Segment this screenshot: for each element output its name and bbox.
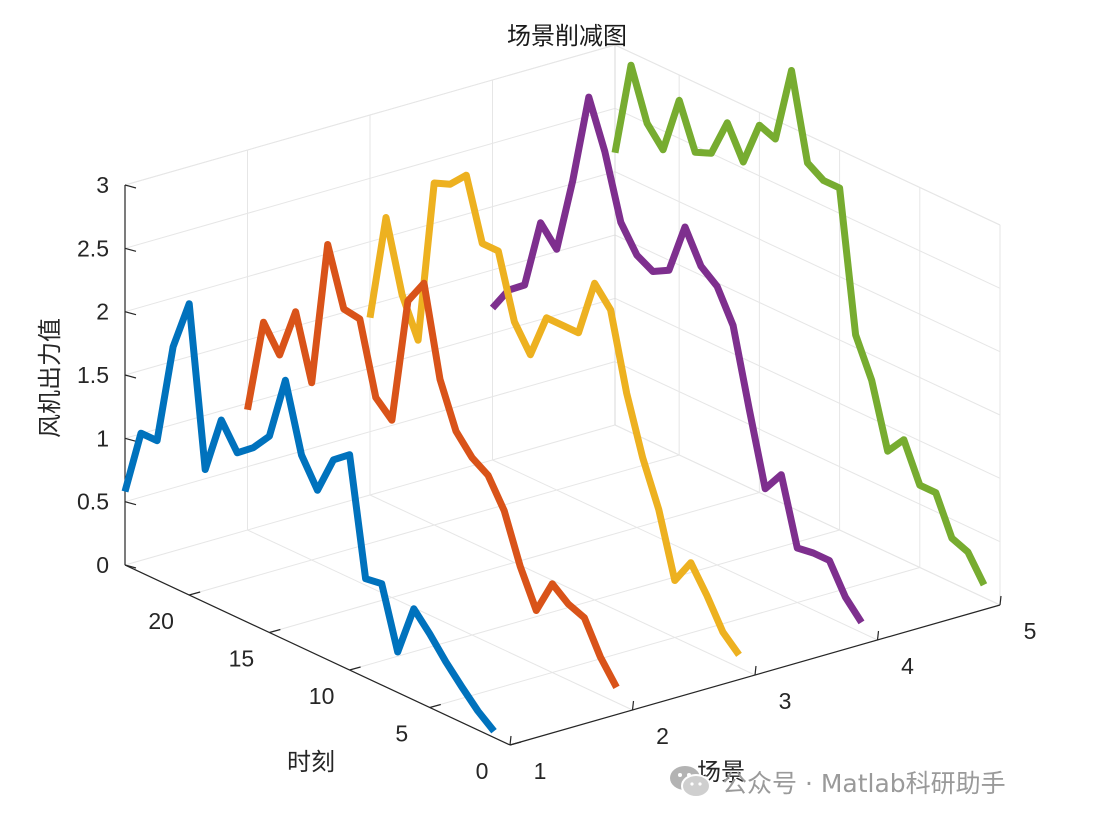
x-tick [631, 700, 635, 711]
z-tick [124, 247, 137, 252]
y-axis-line [124, 564, 511, 746]
x-tick-label: 4 [901, 653, 914, 679]
grid-line [124, 44, 616, 186]
x-tick [876, 630, 880, 641]
grid-line [614, 44, 1001, 226]
z-tick [124, 311, 137, 316]
data-series [121, 61, 988, 734]
x-tick [509, 735, 512, 746]
x-tick [999, 595, 1002, 606]
series-line-4 [489, 93, 865, 625]
z-axis-title: 风机出力值 [36, 318, 64, 438]
grid-line [349, 529, 840, 671]
series-line-5 [611, 61, 988, 587]
z-tick-label: 1.5 [77, 362, 109, 388]
z-tick-label: 2 [96, 299, 109, 325]
y-tick-label: 10 [309, 683, 335, 709]
axes-box [124, 185, 1001, 746]
grid-lines [124, 44, 1001, 746]
watermark-text: 公众号 · Matlab科研助手 [722, 769, 1006, 798]
z-tick [124, 184, 137, 189]
z-tick [124, 437, 137, 442]
grid-line [189, 454, 680, 596]
y-tick-label: 15 [229, 646, 255, 672]
tick-marks [124, 184, 1002, 746]
y-tick [509, 741, 522, 746]
series-line-2 [244, 241, 620, 689]
wechat-icon [668, 762, 712, 802]
z-tick-label: 0 [96, 552, 109, 578]
z-tick-label: 0.5 [77, 489, 109, 515]
y-tick-label: 0 [476, 758, 489, 784]
series-line-1 [121, 300, 497, 734]
grid-line [429, 567, 920, 708]
x-tick-label: 1 [534, 758, 547, 784]
x-tick-label: 3 [779, 688, 792, 714]
grid-line [247, 529, 633, 711]
x-tick-label: 5 [1024, 618, 1037, 644]
z-tick [124, 501, 137, 506]
y-tick-label: 5 [395, 721, 408, 747]
tick-labels: 1 2 3 4 5 0 5 10 15 20 0 0.5 1 1.5 2 2.5 3 [77, 172, 1036, 784]
watermark: 公众号 · Matlab科研助手 [668, 760, 1006, 804]
y-tick [429, 703, 441, 709]
x-tick [754, 665, 757, 676]
z-tick-label: 1 [96, 425, 109, 451]
z-tick-label: 3 [96, 172, 109, 198]
x-tick-label: 2 [656, 723, 669, 749]
chart-title: 场景削减图 [507, 22, 627, 50]
series-line-3 [366, 171, 742, 657]
z-tick-label: 2.5 [77, 235, 109, 261]
z-tick [124, 564, 137, 569]
y-tick [189, 591, 201, 596]
y-tick [269, 628, 281, 634]
y-tick-label: 20 [148, 608, 174, 634]
y-tick [349, 666, 361, 671]
grid-line [269, 492, 760, 633]
z-tick [124, 374, 137, 379]
y-axis-title: 时刻 [287, 748, 335, 776]
